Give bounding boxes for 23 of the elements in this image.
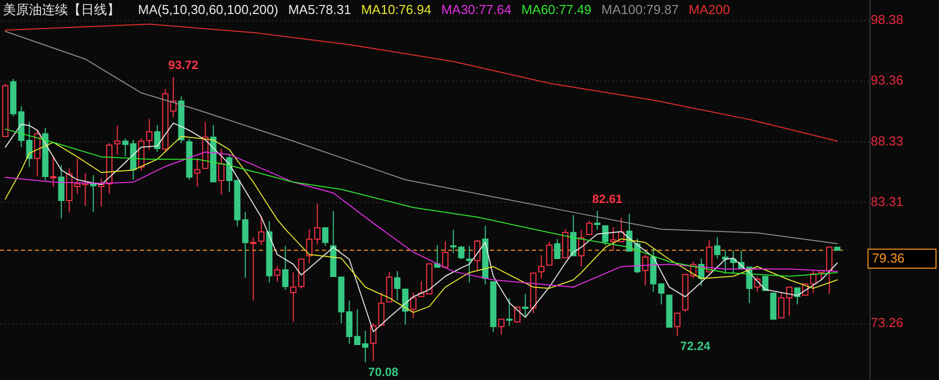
text: MA100:79.87 — [601, 2, 679, 17]
y-tick-label: 93.36 — [870, 72, 904, 88]
text: MA30:77.64 — [441, 2, 512, 17]
text: MA5:78.31 — [288, 2, 352, 17]
line-series — [4, 152, 838, 288]
y-tick-label: 98.38 — [870, 12, 904, 28]
y-tick-label: 83.31 — [870, 194, 904, 209]
line-series — [4, 24, 838, 142]
annotation: 72.24 — [680, 339, 711, 354]
annotation: 93.72 — [168, 58, 199, 72]
y-tick-label: 88.33 — [870, 133, 904, 148]
chart-title: 美原油连续【日线】 — [3, 2, 120, 17]
annotation: 70.08 — [368, 365, 399, 380]
text: MA10:76.94 — [361, 2, 432, 17]
line-series — [4, 136, 838, 313]
ref-line-label: 79.36 — [872, 250, 905, 266]
annotation: 82.61 — [592, 192, 623, 206]
line-series — [4, 128, 838, 277]
y-tick-label: 73.26 — [870, 315, 904, 330]
text: MA200 — [688, 2, 730, 17]
legend-title: MA(5,10,30,60,100,200) — [138, 2, 278, 17]
line-series — [4, 30, 838, 244]
text: MA60:77.49 — [521, 2, 592, 17]
